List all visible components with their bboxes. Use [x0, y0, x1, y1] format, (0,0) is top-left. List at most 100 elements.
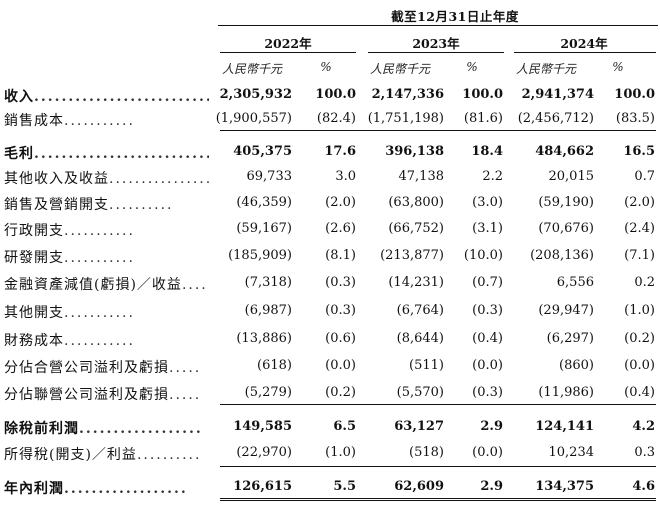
amount-cell: (6,764) [396, 303, 444, 318]
subtotal-rule [220, 466, 656, 467]
row-label-text: 銷售成本 [4, 113, 64, 129]
table-row: 年內利潤.................. 126,615 5.5 62,609 2.… [0, 478, 660, 498]
row-leader-dots: ........... [64, 113, 135, 129]
row-label: 金融資產減值(虧損)／收益.... [4, 274, 209, 294]
row-label: 其他收入及收益................ [4, 168, 209, 188]
percent-cell: 2.2 [482, 169, 503, 184]
percent-cell: (0.3) [325, 275, 356, 290]
unit-2022: 人民幣千元 [222, 62, 283, 76]
amount-cell: (59,190) [538, 195, 594, 210]
percent-cell: (0.0) [472, 445, 503, 460]
row-leader-dots: .......... [136, 447, 202, 463]
amount-cell: 405,375 [233, 144, 292, 159]
row-leader-dots: ..... [169, 387, 202, 403]
percent-cell: (2.0) [325, 195, 356, 210]
row-label: 所得稅(開支)／利益.......... [4, 444, 209, 464]
row-label-text: 其他開支 [4, 305, 64, 321]
percent-cell: (0.2) [325, 385, 356, 400]
amount-cell: (185,909) [228, 248, 292, 263]
percent-cell: 17.6 [324, 144, 356, 159]
pct-2023: % [466, 60, 478, 74]
table-row: 金融資產減值(虧損)／收益.... (7,318) (0.3) (14,231) (0.… [0, 274, 660, 294]
percent-cell: (0.0) [624, 358, 655, 373]
percent-cell: (2.6) [325, 221, 356, 236]
table-row: 除稅前利潤.................. 149,585 6.5 63,127 2… [0, 418, 660, 438]
percent-cell: (8.1) [325, 248, 356, 263]
amount-cell: (511) [409, 358, 444, 373]
row-label-text: 所得稅(開支)／利益 [4, 447, 137, 463]
table-row: 分佔合營公司溢利及虧損..... (618) (0.0) (511) (0.0) (860… [0, 357, 660, 377]
row-leader-dots: .................. [64, 481, 188, 497]
amount-cell: (213,877) [380, 248, 444, 263]
percent-cell: 6.5 [333, 419, 356, 434]
row-label-text: 財務成本 [4, 333, 64, 349]
table-row: 所得稅(開支)／利益.......... (22,970) (1.0) (518) (0… [0, 444, 660, 464]
percent-cell: 4.2 [632, 419, 655, 434]
amount-cell: (618) [257, 358, 292, 373]
amount-cell: (8,644) [396, 331, 444, 346]
row-label-text: 研發開支 [4, 250, 64, 266]
table-row: 其他收入及收益................ 69,733 3.0 47,138 2.… [0, 168, 660, 188]
amount-cell: 6,556 [556, 275, 594, 290]
period-header: 截至12月31日止年度 [391, 9, 519, 24]
amount-cell: (860) [559, 358, 594, 373]
row-label-text: 收入 [4, 89, 34, 105]
amount-cell: 134,375 [535, 479, 594, 494]
amount-cell: (22,970) [236, 445, 292, 460]
unit-2024: 人民幣千元 [516, 62, 577, 76]
percent-cell: (0.0) [325, 358, 356, 373]
percent-cell: (0.3) [472, 385, 503, 400]
amount-cell: 69,733 [246, 169, 293, 184]
percent-cell: (3.1) [472, 221, 503, 236]
amount-cell: (46,359) [236, 195, 292, 210]
amount-cell: (7,318) [244, 275, 292, 290]
amount-cell: 20,015 [548, 169, 595, 184]
percent-cell: (81.6) [463, 111, 503, 126]
percent-cell: (0.2) [624, 331, 655, 346]
row-label-text: 銷售及營銷開支 [4, 197, 109, 213]
row-label: 收入.......................... [4, 86, 209, 106]
percent-cell: 100.0 [462, 87, 503, 102]
amount-cell: 2,941,374 [521, 87, 594, 102]
amount-cell: (6,297) [546, 331, 594, 346]
amount-cell: (5,570) [396, 385, 444, 400]
amount-cell: (70,676) [538, 221, 594, 236]
row-leader-dots: ........... [64, 250, 135, 266]
percent-cell: (3.0) [472, 195, 503, 210]
table-row: 分佔聯營公司溢利及虧損..... (5,279) (0.2) (5,570) (0.3)… [0, 384, 660, 404]
percent-cell: 100.0 [315, 87, 356, 102]
row-label-text: 行政開支 [4, 223, 64, 239]
amount-cell: 63,127 [394, 419, 444, 434]
percent-cell: 16.5 [623, 144, 655, 159]
amount-cell: (63,800) [388, 195, 444, 210]
table-row: 毛利.......................... 405,375 17.6 3… [0, 143, 660, 163]
year-2022-header: 2022年 [264, 36, 312, 51]
amount-cell: 2,305,932 [219, 87, 292, 102]
row-leader-dots: ................ [109, 171, 209, 187]
percent-cell: 18.4 [471, 144, 503, 159]
row-label-text: 除稅前利潤 [4, 421, 79, 437]
unit-2023: 人民幣千元 [370, 62, 431, 76]
amount-cell: (518) [409, 445, 444, 460]
row-label-text: 毛利 [4, 146, 34, 162]
percent-cell: (0.6) [325, 331, 356, 346]
row-label: 毛利.......................... [4, 143, 209, 163]
percent-cell: (1.0) [325, 445, 356, 460]
percent-cell: (0.4) [624, 385, 655, 400]
amount-cell: 396,138 [385, 144, 444, 159]
percent-cell: (1.0) [624, 303, 655, 318]
pct-2022: % [320, 60, 332, 74]
row-label: 年內利潤.................. [4, 478, 209, 498]
row-label: 銷售成本........... [4, 110, 209, 130]
amount-cell: (1,900,557) [215, 111, 292, 126]
year-2022-rule [220, 52, 356, 53]
row-label: 其他開支........... [4, 302, 209, 322]
percent-cell: (2.4) [624, 221, 655, 236]
percent-cell: 2.9 [480, 419, 503, 434]
amount-cell: 149,585 [233, 419, 292, 434]
percent-cell: (0.3) [325, 303, 356, 318]
table-row: 其他開支........... (6,987) (0.3) (6,764) (0.3) (… [0, 302, 660, 322]
amount-cell: 47,138 [398, 169, 445, 184]
amount-cell: (66,752) [388, 221, 444, 236]
percent-cell: (7.1) [624, 248, 655, 263]
